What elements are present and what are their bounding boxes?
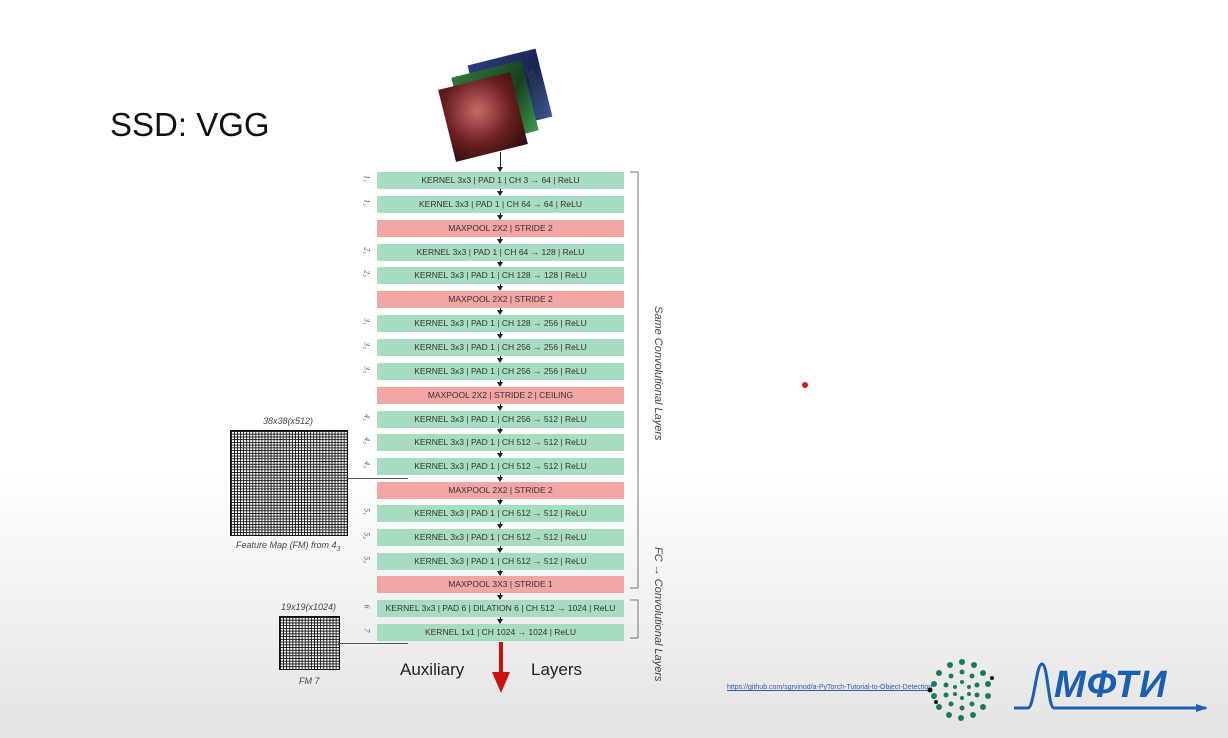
flow-arrowhead [497, 215, 503, 220]
flow-arrowhead [497, 382, 503, 387]
layer-index-label: 6 [362, 604, 372, 609]
mipt-logo-text: МФТИ [1054, 664, 1168, 706]
flow-arrowhead [497, 310, 503, 315]
flow-arrowhead [497, 406, 503, 411]
layer-index-label: 1₂ [362, 199, 372, 206]
layer-index-label: 4₃ [362, 461, 372, 468]
flow-arrowhead [497, 358, 503, 363]
flow-arrowhead [497, 239, 503, 244]
conv-layer: KERNEL 3x3 | PAD 1 | CH 512 → 512 | ReLU [377, 434, 624, 451]
mipt-emblem-icon [927, 659, 994, 721]
flow-arrowhead [497, 286, 503, 291]
flow-arrowhead [497, 619, 503, 624]
maxpool-layer: MAXPOOL 2X2 | STRIDE 2 [377, 291, 624, 308]
conv-layer: KERNEL 3x3 | PAD 1 | CH 256 → 256 | ReLU [377, 363, 624, 380]
flow-arrowhead [497, 262, 503, 267]
flow-arrowhead [497, 595, 503, 600]
aux-label-left: Auxiliary [400, 660, 465, 679]
conv-layer: KERNEL 1x1 | CH 1024 → 1024 | ReLU [377, 624, 624, 641]
maxpool-layer: MAXPOOL 3X3 | STRIDE 1 [377, 576, 624, 593]
conv-layer: KERNEL 3x3 | PAD 1 | CH 64 → 128 | ReLU [377, 244, 624, 261]
logo-pulse-line [1014, 662, 1208, 712]
flow-arrowhead [497, 524, 503, 529]
conv-layer: KERNEL 3x3 | PAD 1 | CH 512 → 512 | ReLU [377, 458, 624, 475]
flow-arrowhead [497, 334, 503, 339]
layer-index-label: 2₂ [362, 270, 372, 277]
conv-layer: KERNEL 3x3 | PAD 1 | CH 256 → 256 | ReLU [377, 339, 624, 356]
flow-arrowhead [497, 191, 503, 196]
flow-arrowhead [497, 571, 503, 576]
conv-layer: KERNEL 3x3 | PAD 1 | CH 64 → 64 | ReLU [377, 196, 624, 213]
fm1-caption: Feature Map (FM) from 43 [236, 540, 340, 553]
aux-down-arrow [492, 642, 510, 693]
layer-index-label: 4₂ [362, 437, 372, 444]
layer-index-label: 3₂ [362, 342, 372, 349]
conv-layer: KERNEL 3x3 | PAD 6 | DILATION 6 | CH 512… [377, 600, 624, 617]
conv-layer: KERNEL 3x3 | PAD 1 | CH 512 → 512 | ReLU [377, 505, 624, 522]
source-link[interactable]: https://github.com/sgrvinod/a-PyTorch-Tu… [727, 684, 933, 691]
layer-index-label: 5₃ [362, 556, 372, 563]
feature-map-grid-38 [230, 430, 348, 536]
bracket-same-conv [630, 171, 639, 589]
fm1-caption-sub: 3 [336, 545, 341, 553]
flow-arrowhead [497, 167, 503, 172]
bracket-fc-conv [630, 599, 639, 639]
fm2-size-label: 19x19(x1024) [281, 602, 337, 612]
flow-arrow [500, 152, 501, 168]
conv-layer: KERNEL 3x3 | PAD 1 | CH 128 → 256 | ReLU [377, 315, 624, 332]
layer-index-label: 2₁ [362, 247, 372, 254]
pointer-dot [802, 382, 808, 388]
fm1-size-label: 38x38(x512) [263, 416, 314, 426]
conv-layer: KERNEL 3x3 | PAD 1 | CH 512 → 512 | ReLU [377, 553, 624, 570]
fm2-connector-line [338, 643, 408, 644]
fm1-caption-text: Feature Map (FM) from 4 [236, 540, 337, 550]
slide-title: SSD: VGG [110, 106, 270, 143]
conv-layer: KERNEL 3x3 | PAD 1 | CH 256 → 512 | ReLU [377, 411, 624, 428]
layer-index-label: 5₂ [362, 532, 372, 539]
flow-arrowhead [497, 548, 503, 553]
layer-index-label: 1₁ [362, 175, 372, 182]
conv-layer: KERNEL 3x3 | PAD 1 | CH 128 → 128 | ReLU [377, 267, 624, 284]
feature-map-grid-19 [279, 616, 340, 670]
layer-index-label: 7 [362, 628, 372, 633]
fm1-connector-line [346, 478, 408, 479]
layer-index-label: 3₃ [362, 366, 372, 373]
conv-layer: KERNEL 3x3 | PAD 1 | CH 512 → 512 | ReLU [377, 529, 624, 546]
flow-arrowhead [497, 477, 503, 482]
layer-index-label: 5₁ [362, 508, 372, 515]
layer-index-label: 4₁ [362, 414, 372, 421]
layer-index-label: 3₁ [362, 318, 372, 325]
fm2-caption: FM 7 [299, 676, 320, 686]
maxpool-layer: MAXPOOL 2X2 | STRIDE 2 [377, 220, 624, 237]
flow-arrowhead [497, 453, 503, 458]
flow-arrowhead [497, 500, 503, 505]
side-label-same-conv: Same Convolutional Layers [652, 306, 664, 441]
aux-label-right: Layers [531, 660, 583, 679]
maxpool-layer: MAXPOOL 2X2 | STRIDE 2 [377, 482, 624, 499]
side-label-fc-conv: FC → Convolutional Layers [652, 547, 664, 682]
maxpool-layer: MAXPOOL 2X2 | STRIDE 2 | CEILING [377, 387, 624, 404]
flow-arrowhead [497, 429, 503, 434]
conv-layer: KERNEL 3x3 | PAD 1 | CH 3 → 64 | ReLU [377, 172, 624, 189]
